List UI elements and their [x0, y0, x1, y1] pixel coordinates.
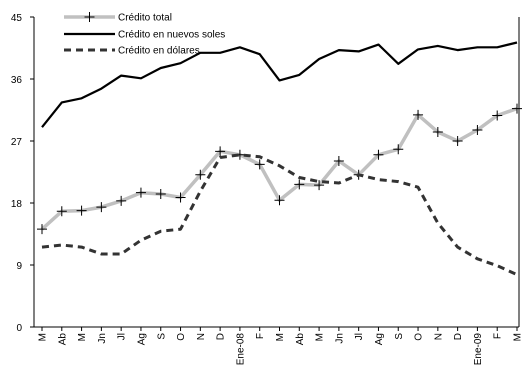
data-point-marker [472, 124, 483, 135]
x-tick-label: F [493, 333, 504, 339]
legend-item-1: Crédito en nuevos soles [64, 30, 225, 41]
data-point-marker [56, 206, 67, 217]
series-layer [37, 41, 522, 276]
x-tick-label: M [315, 333, 326, 341]
series-1 [41, 41, 518, 128]
data-point-marker [195, 169, 206, 180]
x-tick-label: Ag [136, 333, 147, 345]
x-tick-label: Ene-08 [235, 333, 246, 366]
x-tick-label: S [394, 333, 405, 340]
legend: Crédito total Crédito en nuevos soles Créd… [64, 12, 225, 57]
legend-item-2: Crédito en dólares [64, 46, 200, 57]
y-tick-label: 9 [16, 261, 22, 272]
x-tick-label: O [176, 333, 187, 341]
data-point-marker [492, 110, 503, 121]
x-tick-label: Ag [374, 333, 385, 345]
series-line [41, 153, 518, 276]
series-line [41, 41, 518, 128]
data-point-marker [116, 195, 127, 206]
data-point-marker [512, 103, 522, 114]
data-point-marker [413, 109, 424, 120]
data-point-marker [37, 224, 47, 235]
x-tick-label: M [77, 333, 88, 341]
x-tick-label: F [255, 333, 266, 339]
data-point-marker [314, 180, 325, 191]
legend-marker [84, 12, 95, 22]
x-tick-label: Ab [57, 333, 68, 346]
data-point-marker [393, 144, 404, 155]
x-tick-label: Jn [334, 333, 345, 344]
legend-label: Crédito en dólares [118, 46, 200, 57]
x-tick-label: Ab [295, 333, 306, 346]
x-tick-label: O [414, 333, 425, 341]
axes: 0 9 18 27 36 45 M Ab M Jn Jl Ag S O N D Ene-08 F M Ab M Jn Jl A… [11, 13, 524, 365]
y-tick-label: 36 [11, 75, 23, 86]
data-point-marker [96, 202, 107, 213]
x-tick-label: Jl [117, 333, 128, 340]
y-tick-label: 0 [16, 323, 22, 334]
x-tick-label: D [216, 333, 227, 340]
x-tick-label: N [433, 333, 444, 340]
series-0 [37, 103, 522, 235]
x-tick-label: M [38, 333, 49, 341]
data-point-marker [274, 195, 285, 206]
x-tick-label: M [275, 333, 286, 341]
y-tick-label: 18 [11, 199, 23, 210]
x-tick-label: D [453, 333, 464, 340]
legend-item-0: Crédito total [64, 12, 172, 24]
legend-label: Crédito en nuevos soles [118, 30, 225, 41]
x-tick-label: N [196, 333, 207, 340]
data-point-marker [294, 179, 305, 190]
x-tick-label: Ene-09 [473, 333, 484, 366]
x-tick-label: M [513, 333, 524, 341]
data-point-marker [155, 189, 166, 200]
x-tick-label: Jl [354, 333, 365, 340]
data-point-marker [373, 149, 384, 160]
data-point-marker [452, 136, 463, 146]
data-point-marker [432, 127, 443, 138]
y-tick-label: 27 [11, 137, 23, 148]
x-tick-label: S [156, 333, 167, 340]
data-point-marker [333, 155, 344, 166]
series-2 [41, 153, 518, 276]
data-point-marker [175, 192, 186, 203]
data-point-marker [215, 146, 226, 157]
series-line [40, 106, 518, 231]
legend-label: Crédito total [118, 13, 172, 24]
data-point-marker [76, 205, 87, 216]
y-tick-label: 45 [11, 13, 23, 24]
data-point-marker [135, 187, 146, 198]
data-point-marker [254, 159, 265, 170]
x-tick-label: Jn [97, 333, 108, 344]
